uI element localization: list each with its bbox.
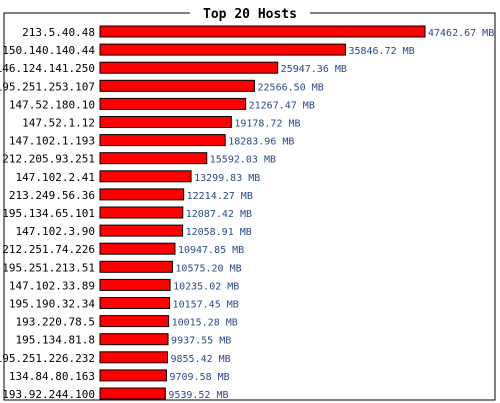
host-bar <box>99 224 184 237</box>
value-label: 10015.28 MB <box>172 318 238 329</box>
value-label: 12087.42 MB <box>186 209 252 220</box>
host-bar <box>99 297 171 309</box>
host-bar <box>99 206 184 219</box>
host-label: 193.92.244.100 <box>2 388 95 401</box>
value-label: 9709.58 MB <box>169 372 229 383</box>
value-label: 10235.02 MB <box>173 281 239 292</box>
host-bar <box>99 387 166 400</box>
host-label: 195.251.213.51 <box>2 261 95 274</box>
host-label: 150.140.140.44 <box>2 44 95 57</box>
host-bar <box>99 25 426 38</box>
host-bar <box>99 152 208 165</box>
host-bar <box>99 134 226 147</box>
host-bar <box>99 170 192 183</box>
host-label: 213.5.40.48 <box>22 26 95 39</box>
value-label: 19178.72 MB <box>234 119 300 130</box>
host-label: 193.220.78.5 <box>16 316 95 329</box>
host-bar <box>99 242 176 255</box>
host-label: 134.84.80.163 <box>9 370 95 383</box>
value-label: 12214.27 MB <box>187 191 253 202</box>
value-label: 18283.96 MB <box>228 137 294 148</box>
host-bar <box>99 315 170 328</box>
host-label: 212.205.93.251 <box>2 153 95 166</box>
value-label: 15592.03 MB <box>210 155 276 166</box>
value-label: 9937.55 MB <box>171 336 231 347</box>
host-bar <box>99 79 256 92</box>
value-label: 13299.83 MB <box>194 173 260 184</box>
value-label: 47462.67 MB <box>428 28 494 39</box>
host-label: 212.251.74.226 <box>2 243 95 256</box>
host-label: 213.249.56.36 <box>9 189 95 202</box>
host-label: 147.52.1.12 <box>22 117 95 130</box>
host-label: 147.102.3.90 <box>16 225 95 238</box>
host-label: 147.102.1.193 <box>9 135 95 148</box>
value-label: 25947.36 MB <box>281 64 347 75</box>
value-label: 21267.47 MB <box>249 100 315 111</box>
host-bar <box>99 43 346 56</box>
host-label: 147.102.33.89 <box>9 279 95 292</box>
host-bar <box>99 116 232 128</box>
value-label: 12058.91 MB <box>186 227 252 238</box>
host-bar <box>99 61 279 74</box>
host-label: 195.134.65.101 <box>2 207 95 220</box>
host-bar <box>99 369 167 382</box>
value-label: 22566.50 MB <box>258 82 324 93</box>
host-bar <box>99 278 171 291</box>
host-label: 195.190.32.34 <box>9 298 95 311</box>
host-bar <box>99 188 185 201</box>
value-label: 10157.45 MB <box>173 300 239 311</box>
chart-title: Top 20 Hosts <box>203 7 297 22</box>
host-bar <box>99 260 173 273</box>
value-label: 10947.85 MB <box>178 245 244 256</box>
host-label: 146.124.141.250 <box>0 62 95 75</box>
title-backdrop <box>190 4 310 22</box>
host-label: 195.251.226.232 <box>0 352 95 365</box>
value-label: 10575.20 MB <box>175 263 241 274</box>
bars-layer: 213.5.40.48 47462.67 MB 150.140.140.44 3584… <box>0 25 494 401</box>
host-bar <box>99 351 168 364</box>
value-label: 9855.42 MB <box>170 354 230 365</box>
host-label: 195.251.253.107 <box>0 80 95 93</box>
host-label: 147.102.2.41 <box>16 171 95 184</box>
host-bar <box>99 97 247 110</box>
value-label: 9539.52 MB <box>168 390 228 401</box>
host-label: 195.134.81.8 <box>16 334 95 347</box>
host-label: 147.52.180.10 <box>9 98 95 111</box>
value-label: 35846.72 MB <box>348 46 414 57</box>
host-bar <box>99 333 169 346</box>
